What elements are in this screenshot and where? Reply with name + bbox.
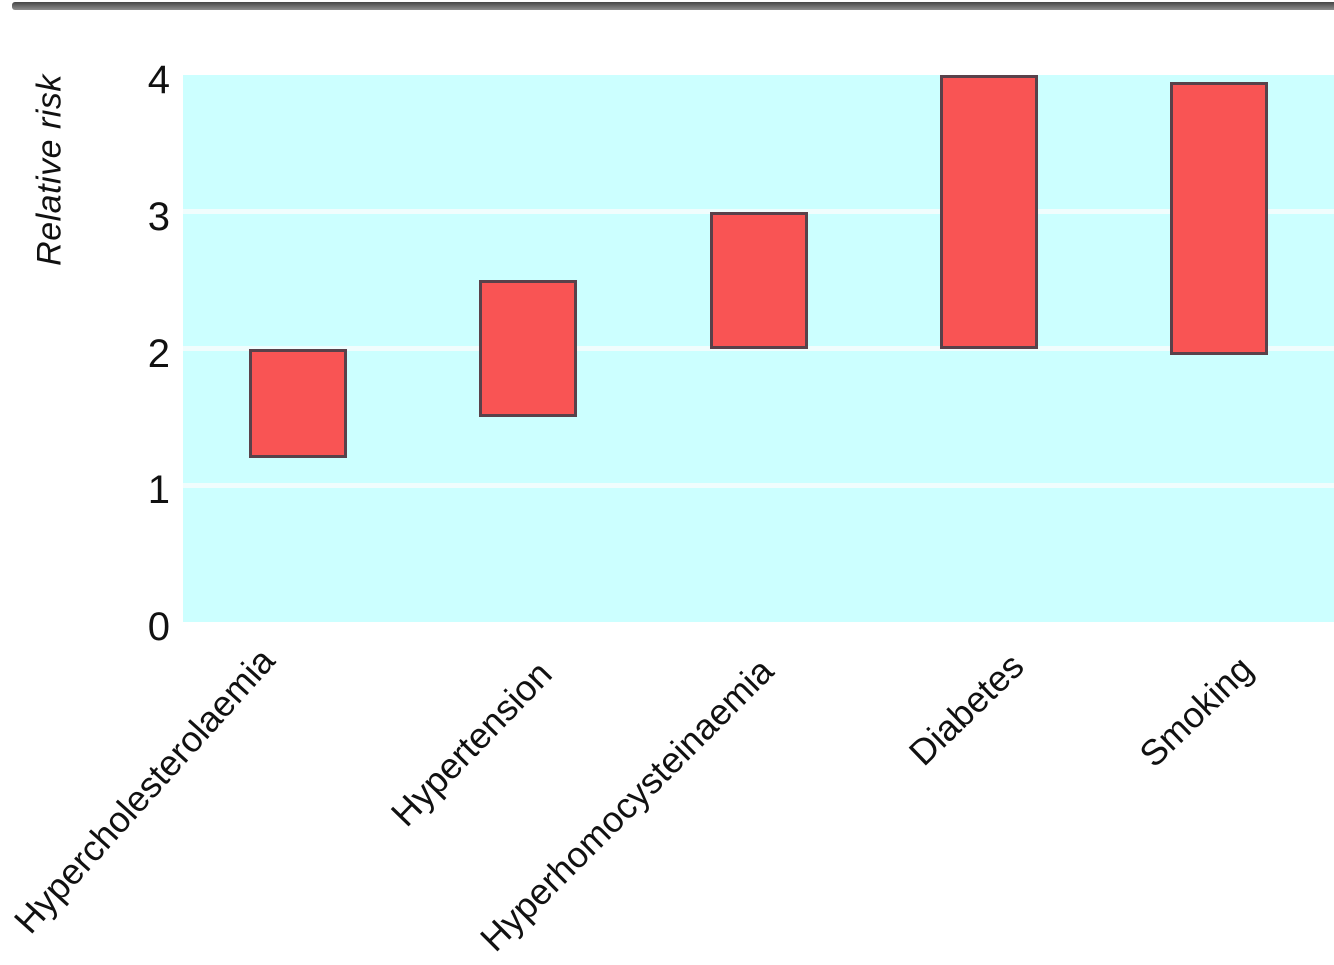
x-category-label-smoking: Smoking — [1131, 648, 1261, 775]
top-border-rule — [12, 2, 1334, 10]
y-tick-label-2: 2 — [147, 331, 170, 376]
y-tick-label-0: 0 — [147, 605, 170, 649]
gridline-y-1 — [183, 482, 1334, 488]
gridline-y-2 — [183, 346, 1334, 351]
y-axis-label: Relative risk — [30, 74, 69, 266]
range-bar-smoking — [1169, 81, 1268, 356]
y-tick-label-3: 3 — [147, 194, 170, 239]
plot-area — [183, 75, 1334, 622]
x-category-label-diabetes: Diabetes — [900, 645, 1032, 774]
range-bar-hypertension — [479, 280, 578, 417]
range-bar-hyperhomocysteinaemia — [709, 211, 808, 349]
y-tick-label-4: 4 — [147, 58, 170, 102]
range-bar-hypercholesterolaemia — [249, 348, 348, 458]
y-tick-label-1: 1 — [147, 468, 170, 513]
range-bar-diabetes — [939, 75, 1038, 349]
x-category-label-hypercholesterolaemia: Hypercholesterolaemia — [5, 640, 283, 942]
x-category-label-hypertension: Hypertension — [382, 653, 560, 835]
